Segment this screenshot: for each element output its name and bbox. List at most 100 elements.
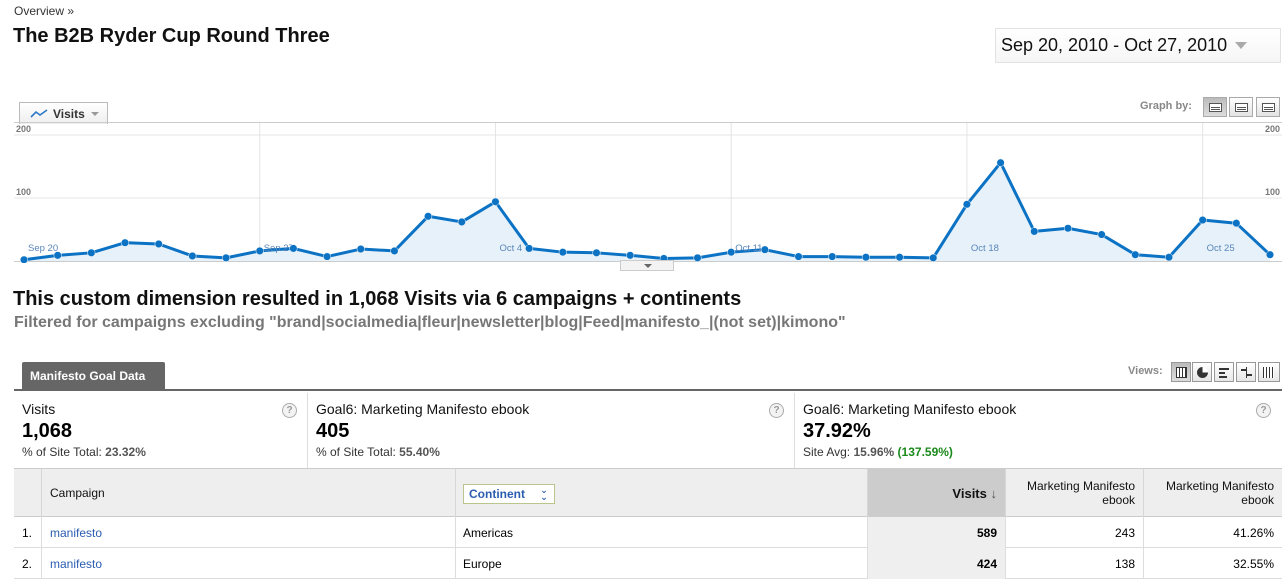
data-point [525, 244, 534, 253]
scorecard-sub: Site Avg: 15.96% (137.59%) [803, 445, 953, 459]
data-point [87, 248, 96, 257]
calendar-week-icon [1235, 103, 1248, 112]
series-area [24, 162, 1270, 261]
chevron-down-icon [90, 111, 99, 116]
goal-rate-cell: 32.55% [1233, 556, 1274, 571]
date-range-picker[interactable]: Sep 20, 2010 - Oct 27, 2010 [995, 28, 1281, 63]
data-point [19, 255, 29, 263]
campaign-cell: manifesto [42, 548, 456, 579]
help-icon[interactable]: ? [769, 403, 784, 418]
scorecard-value: 405 [316, 420, 350, 442]
data-point [120, 238, 130, 247]
table-header-visits[interactable]: Visits ↓ [868, 469, 1006, 517]
table-row: 2. manifesto Europe 424 138 32.55% [14, 548, 1282, 579]
view-comparison-button[interactable] [1236, 362, 1256, 382]
row-index: 1. [14, 517, 42, 548]
table-header-campaign[interactable]: Campaign [42, 469, 456, 517]
data-point [693, 253, 702, 262]
summary-heading: This custom dimension resulted in 1,068 … [13, 288, 742, 310]
data-point [760, 245, 769, 254]
pie-chart-icon [1197, 367, 1208, 378]
breadcrumb[interactable]: Overview » [14, 4, 74, 18]
view-performance-button[interactable] [1214, 362, 1234, 382]
line-chart-icon [30, 108, 48, 118]
scorecard-sub: % of Site Total: 55.40% [316, 445, 440, 459]
help-icon[interactable]: ? [282, 403, 297, 418]
data-point [1131, 250, 1140, 259]
data-point [222, 253, 231, 262]
graph-by-day-button[interactable] [1203, 97, 1227, 117]
y-tick-label-right: 100 [1265, 187, 1280, 197]
data-point [727, 248, 736, 257]
data-table: Campaign Continent ⌄ ⌄ Visits ↓ Marketing… [14, 468, 1282, 579]
chevron-double-down-icon: ⌄ ⌄ [540, 485, 548, 502]
view-pie-button[interactable] [1192, 362, 1212, 382]
x-tick-label: Sep 27 [264, 243, 294, 254]
series-line [23, 161, 1272, 262]
graph-by-month-button[interactable] [1256, 97, 1280, 117]
visits-header-label: Visits [952, 485, 987, 501]
goal-rate-cell: 41.26% [1233, 525, 1274, 540]
table-grid-icon [1176, 367, 1187, 378]
data-point [424, 212, 433, 221]
page-title: The B2B Ryder Cup Round Three [13, 25, 330, 47]
data-point [356, 244, 365, 254]
x-tick-label: Sep 20 [28, 243, 58, 254]
help-icon[interactable]: ? [1256, 403, 1271, 418]
scorecard-value: 1,068 [22, 420, 73, 442]
sort-descending-icon: ↓ [990, 485, 998, 501]
x-tick-label: Oct 11 [735, 243, 762, 254]
graph-by-label: Graph by: [1140, 100, 1192, 112]
y-tick-label-right: 200 [1265, 124, 1280, 134]
row-index: 2. [14, 548, 42, 579]
data-point [558, 248, 567, 257]
data-point [491, 197, 500, 206]
data-point [1198, 216, 1207, 225]
scorecard-label: Goal6: Marketing Manifesto ebook [803, 401, 1017, 417]
visits-cell: 424 [868, 548, 1006, 579]
x-tick-label: Oct 18 [971, 243, 999, 254]
view-pivot-button[interactable] [1258, 362, 1280, 382]
data-point [895, 253, 904, 262]
campaign-link[interactable]: manifesto [50, 556, 103, 571]
scorecard-goal-completions: Goal6: Marketing Manifesto ebook 405 % o… [308, 393, 795, 468]
data-point [53, 251, 62, 260]
views-label: Views: [1128, 365, 1163, 377]
y-tick-label-left: 100 [16, 187, 31, 197]
table-header-goal-completions[interactable]: Marketing Manifesto ebook [1006, 469, 1144, 517]
data-point [390, 246, 399, 255]
data-point [1265, 250, 1275, 259]
table-header-goal-rate[interactable]: Marketing Manifesto ebook [1165, 479, 1274, 507]
visits-line-chart: 100 100 200 200 Sep 20 Sep 27 Oct 4 Oct 11 Oct 1… [14, 123, 1282, 263]
data-point [794, 252, 803, 261]
data-point [592, 248, 601, 257]
data-point [962, 200, 971, 209]
metric-selector[interactable]: Visits [19, 102, 108, 124]
data-point [1164, 253, 1174, 262]
scorecard-sub: % of Site Total: 23.32% [22, 445, 146, 459]
data-point [188, 251, 197, 261]
goal-completions-cell: 138 [1006, 548, 1144, 579]
data-point [626, 251, 635, 260]
scorecard-label: Visits [22, 401, 56, 417]
view-table-button[interactable] [1171, 362, 1191, 382]
table-row: 1. manifesto Americas 589 243 41.26% [14, 517, 1282, 548]
breadcrumb-overview-link[interactable]: Overview » [14, 4, 75, 18]
chevron-down-icon [1235, 42, 1248, 49]
data-point [457, 217, 466, 226]
data-point [929, 253, 938, 262]
tab-manifesto-goal-data[interactable]: Manifesto Goal Data [22, 362, 165, 390]
filter-description: Filtered for campaigns excluding "brand|… [14, 314, 846, 331]
data-point [828, 252, 837, 261]
calendar-day-icon [1209, 103, 1222, 112]
campaign-link[interactable]: manifesto [50, 525, 103, 540]
data-point [1232, 219, 1241, 228]
collapse-chart-button[interactable] [620, 260, 674, 271]
visits-chart: 100 100 200 200 Sep 20 Sep 27 Oct 4 Oct 11 Oct 1… [14, 122, 1282, 263]
scorecard-visits: Visits 1,068 % of Site Total: 23.32% ? [14, 393, 308, 468]
continent-dimension-select[interactable]: Continent ⌄ ⌄ [463, 484, 555, 504]
scorecard-value: 37.92% [803, 420, 871, 442]
x-tick-label: Oct 25 [1207, 243, 1235, 254]
graph-by-week-button[interactable] [1229, 97, 1253, 117]
data-point [255, 246, 264, 255]
